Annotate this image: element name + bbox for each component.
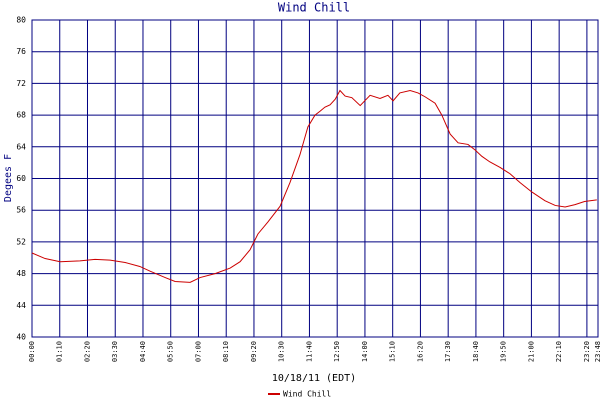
x-tick-label: 17:30 bbox=[444, 341, 452, 362]
x-tick-label: 18:40 bbox=[472, 341, 480, 362]
x-tick-label: 22:10 bbox=[555, 341, 563, 362]
y-tick-label: 68 bbox=[16, 111, 26, 120]
y-tick-label: 64 bbox=[16, 142, 26, 151]
x-tick-label: 16:20 bbox=[416, 341, 424, 362]
x-tick-label: 10:30 bbox=[278, 341, 286, 362]
x-tick-label: 05:50 bbox=[167, 341, 175, 362]
chart-title: Wind Chill bbox=[278, 1, 350, 15]
x-tick-label: 19:50 bbox=[500, 341, 508, 362]
x-axis-label: 10/18/11 (EDT) bbox=[272, 373, 356, 384]
data-line bbox=[31, 89, 597, 283]
x-tick-label: 01:10 bbox=[56, 341, 64, 362]
x-tick-label: 14:00 bbox=[361, 341, 369, 362]
x-tick-label: 23:48 bbox=[594, 341, 600, 362]
x-tick-label: 07:00 bbox=[194, 341, 202, 362]
x-tick-label: 03:30 bbox=[111, 341, 119, 362]
y-tick-label: 52 bbox=[16, 237, 26, 246]
x-tick-label: 00:00 bbox=[28, 341, 36, 362]
y-tick-label: 72 bbox=[16, 79, 26, 88]
x-tick-label: 11:40 bbox=[305, 341, 313, 362]
y-tick-label: 56 bbox=[16, 206, 26, 215]
y-axis-label: Degees F bbox=[3, 154, 14, 202]
y-tick-label: 48 bbox=[16, 269, 26, 278]
x-tick-label: 12:50 bbox=[333, 341, 341, 362]
legend-label: Wind Chill bbox=[283, 390, 331, 399]
x-tick-label: 15:10 bbox=[389, 341, 397, 362]
x-tick-label: 02:20 bbox=[83, 341, 91, 362]
y-tick-label: 76 bbox=[16, 47, 26, 56]
y-tick-label: 44 bbox=[16, 301, 26, 310]
y-tick-label: 80 bbox=[16, 16, 26, 25]
x-tick-label: 23:20 bbox=[583, 341, 591, 362]
x-tick-label: 08:10 bbox=[222, 341, 230, 362]
y-tick-label: 40 bbox=[16, 333, 26, 342]
y-tick-label: 60 bbox=[16, 174, 26, 183]
x-tick-label: 21:00 bbox=[527, 341, 535, 362]
x-tick-label: 09:20 bbox=[250, 341, 258, 362]
x-tick-label: 04:40 bbox=[139, 341, 147, 362]
